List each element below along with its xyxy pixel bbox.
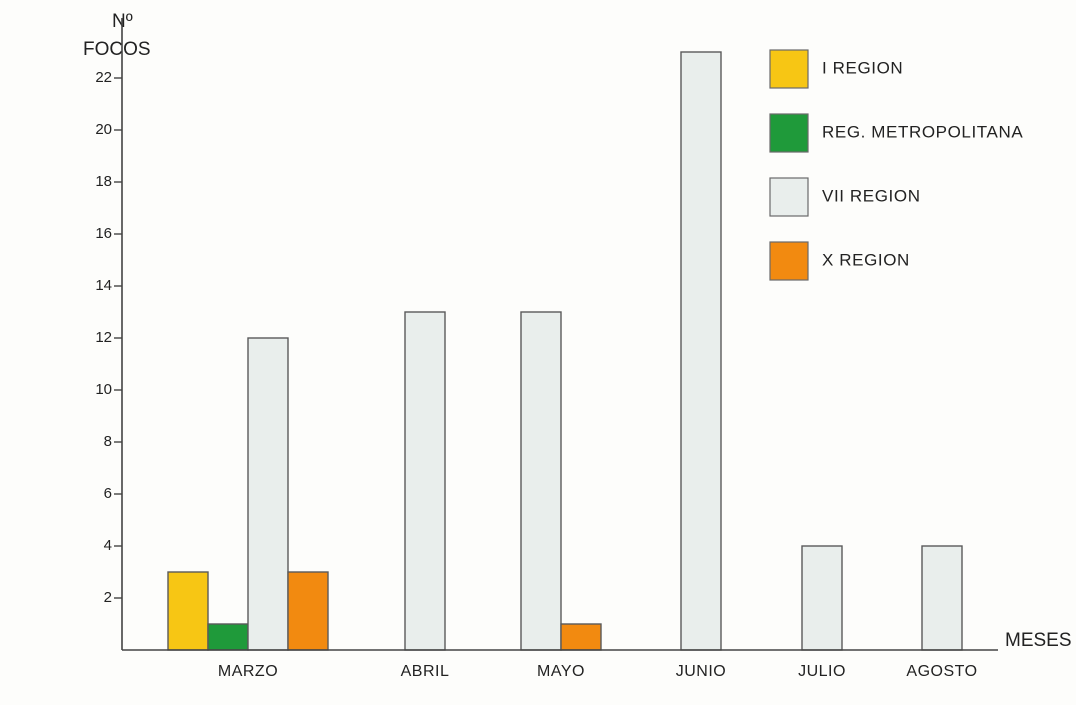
bar-x-region-mayo bbox=[560, 623, 602, 651]
legend-swatch bbox=[769, 49, 809, 89]
legend-label: VII REGION bbox=[822, 186, 921, 205]
bar-vii-region-junio bbox=[680, 51, 722, 651]
x-category-labels: MARZO ABRIL MAYO JUNIO JULIO AGOSTO bbox=[218, 663, 977, 680]
x-category-label: MARZO bbox=[218, 663, 278, 680]
y-tick-label: 6 bbox=[104, 485, 112, 502]
bar-vii-region-marzo bbox=[247, 337, 289, 651]
y-tick-label: 14 bbox=[95, 277, 112, 294]
y-tick-label: 4 bbox=[104, 537, 112, 554]
y-tick-label: 2 bbox=[104, 589, 112, 606]
legend-swatch bbox=[769, 241, 809, 281]
bar-vii-region-mayo bbox=[520, 311, 562, 651]
y-tick-label: 22 bbox=[95, 69, 112, 86]
y-ticks: 2 4 6 8 10 12 14 16 18 20 22 bbox=[95, 69, 122, 606]
y-axis-title-line2: FOCOS bbox=[83, 39, 151, 60]
bar-x-region-marzo bbox=[287, 571, 329, 651]
x-category-label: JUNIO bbox=[676, 663, 727, 680]
y-tick-label: 10 bbox=[95, 381, 112, 398]
legend-swatch bbox=[769, 177, 809, 217]
bar-vii-region-agosto bbox=[921, 545, 963, 651]
y-tick-label: 8 bbox=[104, 433, 112, 450]
x-category-label: JULIO bbox=[798, 663, 846, 680]
bar-vii-region-julio bbox=[801, 545, 843, 651]
bar-reg-metropolitana-marzo bbox=[207, 623, 249, 651]
bar-vii-region-abril bbox=[404, 311, 446, 651]
bars-layer bbox=[167, 51, 963, 651]
legend-label: REG. METROPOLITANA bbox=[822, 122, 1023, 141]
y-tick-label: 18 bbox=[95, 173, 112, 190]
y-tick-label: 20 bbox=[95, 121, 112, 138]
x-category-label: ABRIL bbox=[401, 663, 450, 680]
legend-swatch bbox=[769, 113, 809, 153]
y-tick-label: 12 bbox=[95, 329, 112, 346]
x-category-label: AGOSTO bbox=[906, 663, 977, 680]
bar-i-region-marzo bbox=[167, 571, 209, 651]
x-category-label: MAYO bbox=[537, 663, 585, 680]
legend-label: X REGION bbox=[822, 250, 910, 269]
legend-label: I REGION bbox=[822, 58, 903, 77]
legend: I REGION REG. METROPOLITANA VII REGION X RE… bbox=[769, 49, 1023, 281]
x-axis-title: MESES bbox=[1005, 630, 1072, 651]
y-tick-label: 16 bbox=[95, 225, 112, 242]
